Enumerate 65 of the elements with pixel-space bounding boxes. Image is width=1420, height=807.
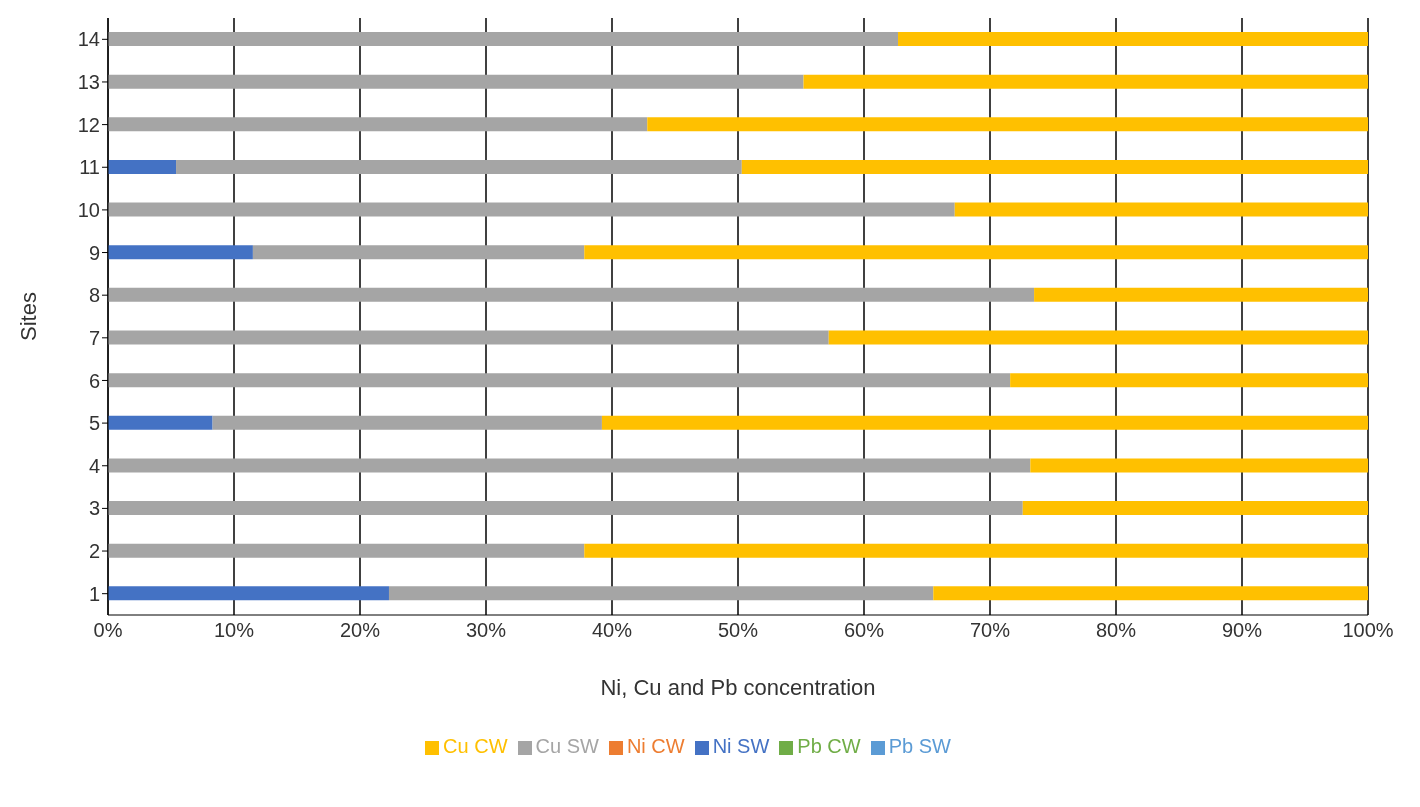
bar [108, 415, 213, 430]
bar [108, 586, 389, 601]
bar [741, 159, 1368, 174]
bar [108, 74, 804, 89]
y-tick-label: 10 [77, 198, 100, 221]
bar [933, 586, 1368, 601]
legend-label: Pb SW [888, 735, 951, 757]
bar [828, 330, 1368, 345]
x-tick-label: 70% [969, 619, 1011, 642]
bar [584, 543, 1368, 558]
y-tick-label: 13 [77, 71, 100, 94]
bar [803, 74, 1368, 89]
x-tick-label: 90% [1221, 619, 1263, 642]
y-tick-label: 2 [88, 540, 100, 563]
legend-label: Pb CW [797, 735, 861, 757]
bar [1030, 458, 1368, 473]
bar [108, 245, 253, 260]
bar [108, 117, 648, 132]
y-tick-label: 9 [88, 241, 100, 264]
legend-label: Ni CW [626, 735, 685, 757]
bar [601, 415, 1368, 430]
x-tick-label: 10% [213, 619, 255, 642]
y-tick-label: 14 [77, 28, 100, 51]
bar [954, 202, 1368, 217]
bar [647, 117, 1368, 132]
bar [108, 458, 1031, 473]
y-tick-label: 8 [88, 284, 100, 307]
legend-label: Cu SW [535, 735, 599, 757]
y-tick-label: 5 [88, 412, 100, 435]
bar [108, 32, 899, 46]
x-tick-label: 40% [591, 619, 633, 642]
x-tick-label: 50% [717, 619, 759, 642]
y-axis-title: Sites [15, 292, 41, 341]
bar [1010, 373, 1368, 388]
x-tick-label: 60% [843, 619, 885, 642]
bar [108, 330, 829, 345]
bar [108, 287, 1035, 302]
x-tick-label: 20% [339, 619, 381, 642]
bar [584, 245, 1368, 260]
bar [108, 373, 1011, 388]
y-tick-label: 12 [77, 113, 100, 136]
y-tick-label: 7 [88, 326, 100, 349]
x-axis-title: Ni, Cu and Pb concentration [600, 675, 876, 700]
x-tick-label: 80% [1095, 619, 1137, 642]
bar [212, 415, 602, 430]
bar [108, 202, 955, 217]
bar [108, 501, 1023, 516]
bar [108, 543, 585, 558]
bar [176, 159, 742, 174]
x-tick-label: 30% [465, 619, 507, 642]
bar [388, 586, 934, 601]
bar [108, 159, 177, 174]
bar [252, 245, 585, 260]
x-tick-label: 100% [1342, 619, 1394, 642]
y-tick-label: 4 [88, 454, 100, 477]
y-tick-label: 6 [88, 369, 100, 392]
bar [898, 32, 1368, 46]
x-tick-label: 0% [93, 619, 123, 642]
y-tick-label: 1 [88, 582, 100, 605]
bar [1034, 287, 1368, 302]
bar [1022, 501, 1368, 516]
y-tick-label: 3 [88, 497, 100, 520]
y-tick-label: 11 [79, 156, 100, 179]
legend-label: Cu CW [443, 735, 508, 757]
legend-label: Ni SW [712, 735, 770, 757]
